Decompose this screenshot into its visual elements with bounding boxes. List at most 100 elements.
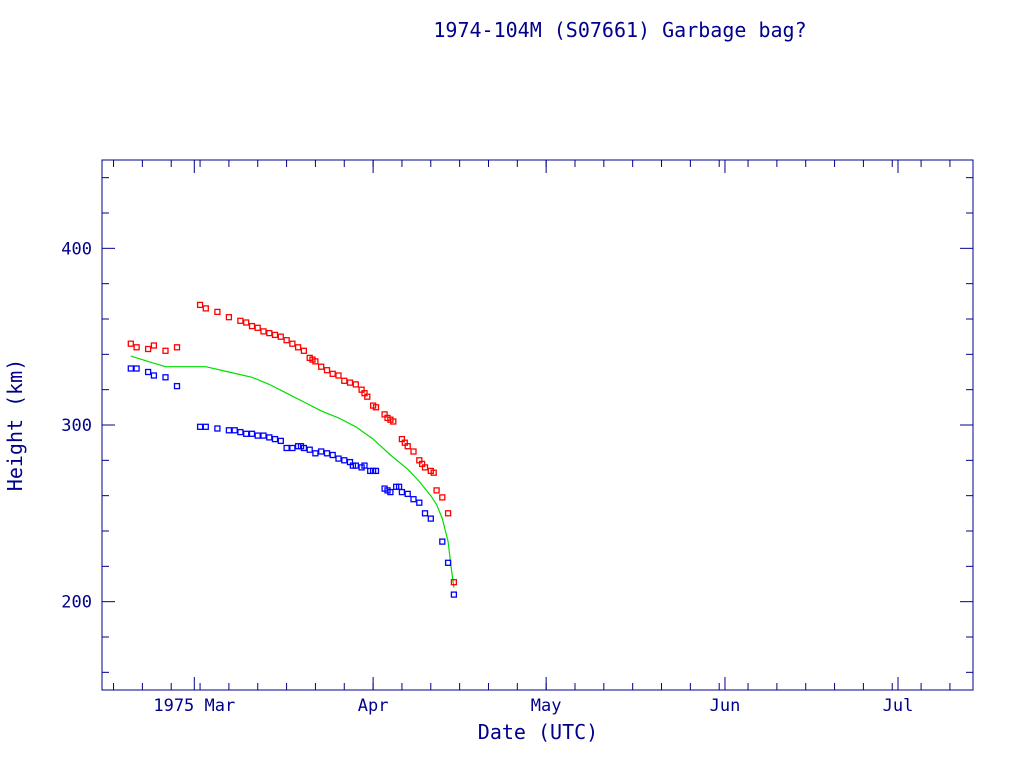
apogee-point [150, 342, 158, 349]
apogee-point [312, 358, 319, 365]
apogee-point [237, 317, 244, 324]
apogee-point [225, 314, 233, 321]
perigee-point [202, 423, 209, 430]
x-tick-label: Apr [358, 696, 389, 716]
apogee-point [202, 305, 209, 312]
apogee-point [341, 377, 348, 384]
apogee-point [444, 510, 452, 517]
perigee-point [300, 444, 308, 452]
perigee-point [231, 427, 238, 434]
apogee-series [127, 301, 458, 586]
apogee-point [289, 340, 296, 347]
apogee-point [390, 418, 397, 425]
y-tick-label: 300 [61, 416, 92, 436]
perigee-point [427, 515, 434, 522]
perigee-point [361, 462, 368, 469]
x-tick-label: 1975 Mar [153, 696, 235, 716]
apogee-point [430, 469, 437, 476]
apogee-point [271, 331, 279, 339]
apogee-point [323, 367, 331, 374]
apogee-point [144, 345, 152, 353]
perigee-point [323, 450, 331, 457]
perigee-point [329, 451, 336, 459]
apogee-point [352, 381, 359, 388]
perigee-point [444, 559, 452, 566]
apogee-point [410, 448, 417, 455]
perigee-point [404, 490, 411, 498]
apogee-point [127, 340, 134, 347]
perigee-point [352, 462, 359, 469]
apogee-point [254, 324, 261, 331]
apogee-point [260, 328, 267, 335]
plot-frame [101, 159, 974, 691]
perigee-point [289, 444, 296, 452]
perigee-point [312, 450, 319, 457]
perigee-point [387, 488, 394, 496]
perigee-point [254, 432, 261, 439]
chart-title: 1974-104M (S07661) Garbage bag? [433, 18, 806, 42]
mean-line [130, 355, 455, 588]
mean-height-series [130, 355, 455, 588]
apogee-point [404, 443, 411, 450]
y-tick-label: 200 [61, 593, 92, 613]
apogee-point [283, 337, 290, 344]
apogee-point [364, 393, 371, 400]
perigee-point [372, 467, 380, 475]
apogee-point [196, 301, 204, 309]
apogee-point [433, 487, 440, 494]
perigee-point [450, 591, 458, 598]
perigee-point [367, 467, 374, 475]
axis-ticks: 200 300 400 1975 Mar Apr May Jun Jul [61, 160, 973, 716]
apogee-point [162, 347, 169, 354]
perigee-point [243, 430, 250, 437]
apogee-point [294, 344, 302, 351]
y-tick-label: 400 [61, 239, 92, 259]
apogee-point [277, 333, 284, 340]
perigee-point [318, 448, 325, 455]
apogee-point [421, 464, 429, 471]
apogee-point [329, 370, 336, 377]
perigee-point [127, 365, 134, 372]
perigee-point [306, 446, 313, 453]
perigee-point [196, 423, 204, 430]
perigee-point [266, 434, 273, 441]
perigee-point [237, 428, 244, 436]
perigee-point [260, 432, 267, 439]
perigee-point [150, 372, 158, 379]
x-tick-label: May [531, 696, 562, 716]
perigee-point [271, 435, 279, 443]
perigee-point [248, 430, 256, 437]
apogee-point [372, 404, 380, 411]
apogee-point [248, 322, 256, 330]
perigee-series [127, 365, 458, 598]
perigee-point [214, 425, 221, 432]
perigee-point [173, 382, 181, 390]
apogee-point [450, 579, 458, 586]
y-axis-label: Height (km) [3, 359, 27, 491]
apogee-point [335, 372, 342, 379]
perigee-point [341, 457, 348, 464]
perigee-point [410, 496, 417, 503]
perigee-point [162, 374, 169, 381]
x-tick-label: Jun [710, 696, 741, 716]
perigee-point [283, 444, 290, 452]
apogee-point [346, 379, 354, 386]
apogee-point [173, 344, 181, 351]
perigee-point [416, 499, 423, 506]
apogee-point [214, 308, 221, 316]
perigee-point [439, 538, 446, 545]
apogee-point [133, 344, 140, 351]
perigee-point [225, 427, 233, 434]
apogee-point [243, 319, 250, 326]
perigee-point [144, 368, 152, 376]
apogee-point [439, 494, 446, 501]
apogee-point [318, 363, 325, 370]
x-axis-label: Date (UTC) [478, 720, 598, 744]
apogee-point [266, 329, 273, 337]
perigee-point [421, 510, 429, 517]
perigee-point [398, 488, 406, 496]
perigee-point [133, 365, 140, 372]
perigee-point [335, 455, 342, 462]
